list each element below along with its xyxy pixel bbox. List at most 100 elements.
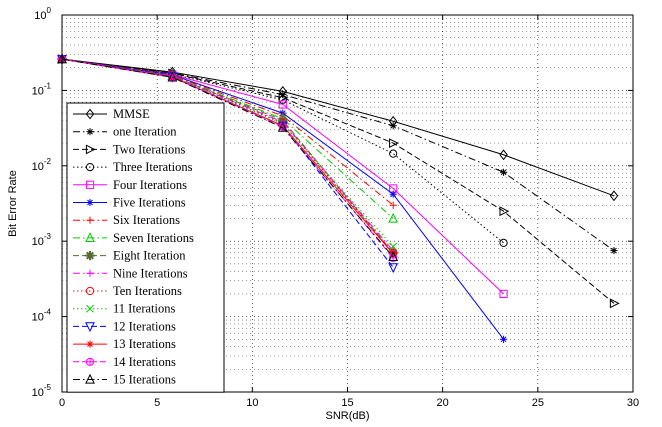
data-point: [388, 263, 399, 274]
marker-circle: [85, 286, 95, 296]
y-tick-exponent: -2: [44, 157, 52, 166]
data-point: [388, 212, 399, 223]
marker-star: [389, 122, 397, 130]
data-point: [499, 149, 508, 161]
legend-label: Seven Iterations: [113, 231, 194, 245]
y-tick-base: 10: [32, 161, 44, 173]
series-15: [57, 53, 399, 261]
marker-circle: [278, 95, 287, 104]
marker-tri-right: [499, 206, 510, 217]
marker-x: [389, 242, 398, 251]
y-tick-base: 10: [32, 85, 44, 97]
legend-entry: 14 Iterations: [73, 355, 176, 369]
x-tick-label: 5: [154, 397, 160, 409]
data-point: [389, 242, 398, 251]
y-tick-exponent: -1: [44, 81, 52, 90]
marker-tri-right: [389, 138, 399, 149]
marker-star: [86, 128, 94, 136]
y-tick-exponent: 0: [47, 6, 52, 15]
legend-label: one Iteration: [113, 125, 177, 139]
x-tick-label: 10: [246, 397, 258, 409]
legend-entry: Nine Iterations: [73, 266, 188, 280]
data-point: [388, 251, 399, 261]
y-tick-label: 10-4: [32, 308, 52, 324]
x-tick-label: 25: [532, 397, 544, 409]
legend-label: Ten Iterations: [113, 284, 182, 298]
legend-entry: Six Iterations: [73, 213, 180, 227]
legend-label: 15 Iterations: [113, 373, 176, 387]
y-tick-label: 10-1: [32, 81, 52, 97]
legend-entry: Ten Iterations: [73, 284, 182, 298]
legend-label: 11 Iterations: [113, 302, 176, 316]
data-point: [389, 190, 397, 198]
y-axis-label: Bit Error Rate: [7, 170, 19, 237]
data-point: [389, 138, 399, 149]
data-point: [499, 335, 508, 343]
marker-tri-down: [85, 322, 95, 333]
data-point: [277, 121, 288, 132]
series-line: [61, 58, 394, 259]
series-line: [61, 58, 504, 244]
legend-label: Nine Iterations: [113, 266, 188, 280]
marker-circle-star: [85, 357, 95, 366]
marker-triangle: [388, 212, 399, 223]
y-tick-base: 10: [32, 236, 44, 248]
marker-triangle: [85, 373, 95, 384]
marker-circle: [389, 149, 398, 158]
legend-entry: Two Iterations: [73, 142, 186, 156]
marker-triangle: [388, 251, 399, 261]
y-tick-label: 10-5: [32, 383, 52, 399]
legend-label: Three Iterations: [113, 160, 193, 174]
marker-star: [610, 247, 618, 255]
legend-entry: Three Iterations: [73, 160, 193, 174]
data-point: [389, 149, 398, 158]
marker-square: [278, 100, 287, 109]
series-lines: [57, 53, 620, 343]
marker-tri-down: [388, 263, 399, 274]
legend-entry: 11 Iterations: [73, 302, 176, 316]
x-axis-label: SNR(dB): [325, 410, 369, 422]
data-point: [499, 289, 508, 299]
y-tick-exponent: -4: [44, 308, 52, 317]
y-tick-label: 10-2: [32, 157, 52, 173]
data-point: [499, 238, 508, 247]
x-tick-label: 20: [437, 397, 449, 409]
marker-triangle: [167, 71, 178, 82]
legend-entry: 15 Iterations: [73, 373, 176, 387]
marker-star: [389, 190, 397, 198]
legend-label: Four Iterations: [113, 178, 187, 192]
legend-label: MMSE: [113, 107, 150, 121]
legend-label: Six Iterations: [113, 213, 180, 227]
data-point: [167, 71, 178, 82]
legend-label: Eight Iteration: [113, 249, 186, 263]
series-line: [61, 58, 394, 219]
legend-entry: 13 Iterations: [73, 337, 176, 351]
marker-star: [86, 340, 94, 348]
x-tick-label: 30: [627, 397, 639, 409]
data-point: [610, 247, 618, 255]
marker-star: [86, 198, 94, 207]
series-line: [61, 58, 394, 254]
marker-square: [85, 180, 95, 189]
legend-entry: Eight Iteration: [73, 249, 186, 263]
legend-label: 13 Iterations: [113, 337, 176, 351]
series-line: [61, 58, 394, 251]
y-tick-exponent: -3: [44, 232, 52, 241]
data-point: [499, 206, 510, 217]
marker-asterisk: [85, 251, 95, 261]
marker-triangle: [85, 232, 95, 242]
legend-label: Five Iterations: [113, 196, 186, 210]
marker-plus: [389, 201, 397, 209]
y-tick-exponent: -5: [44, 383, 52, 392]
marker-triangle: [277, 121, 288, 132]
legend-label: 14 Iterations: [113, 355, 176, 369]
x-tick-label: 0: [59, 397, 65, 409]
legend-entry: Four Iterations: [73, 178, 187, 192]
y-tick-label: 10-3: [32, 232, 52, 248]
marker-plus: [86, 269, 94, 277]
data-point: [278, 100, 287, 109]
marker-diamond: [499, 149, 508, 161]
marker-star: [499, 335, 508, 343]
